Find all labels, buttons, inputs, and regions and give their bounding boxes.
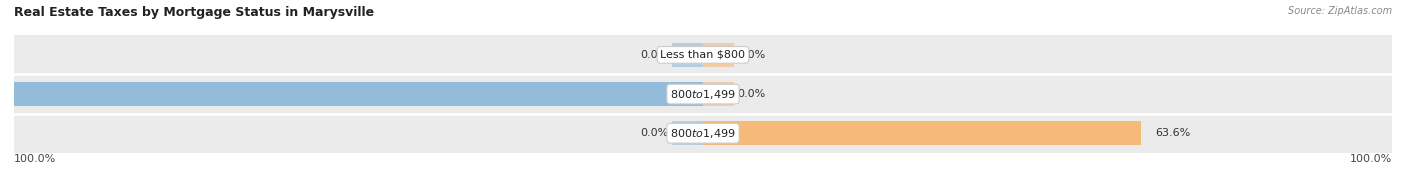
Text: Source: ZipAtlas.com: Source: ZipAtlas.com (1288, 6, 1392, 16)
Text: Real Estate Taxes by Mortgage Status in Marysville: Real Estate Taxes by Mortgage Status in … (14, 6, 374, 19)
Bar (672, 43, 703, 67)
Text: 100.0%: 100.0% (14, 154, 56, 164)
Text: 0.0%: 0.0% (640, 128, 669, 138)
Text: Less than $800: Less than $800 (661, 50, 745, 60)
Bar (14, 82, 703, 106)
Bar (703, 82, 734, 106)
Text: 0.0%: 0.0% (640, 50, 669, 60)
Bar (672, 121, 703, 145)
Bar (14, 114, 1392, 153)
Bar (14, 74, 1392, 114)
Text: 0.0%: 0.0% (738, 50, 766, 60)
Bar (703, 43, 734, 67)
Bar (703, 121, 1142, 145)
Text: $800 to $1,499: $800 to $1,499 (671, 88, 735, 101)
Bar (14, 35, 1392, 74)
Text: 100.0%: 100.0% (1350, 154, 1392, 164)
Text: 0.0%: 0.0% (738, 89, 766, 99)
Legend: Without Mortgage, With Mortgage: Without Mortgage, With Mortgage (582, 193, 824, 196)
Text: 63.6%: 63.6% (1154, 128, 1191, 138)
Text: $800 to $1,499: $800 to $1,499 (671, 127, 735, 140)
